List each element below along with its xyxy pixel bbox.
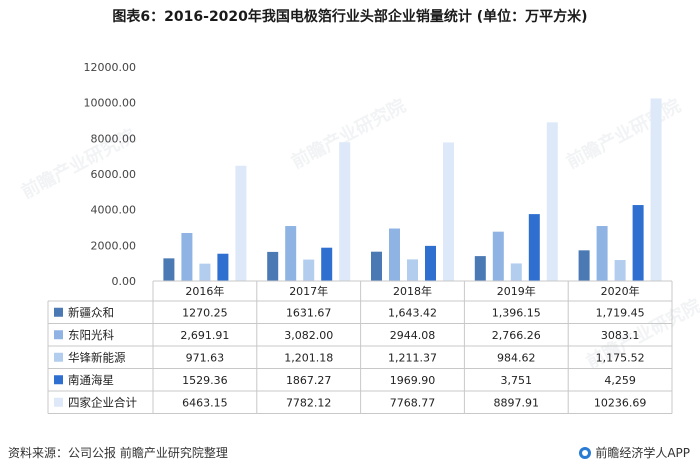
- data-label: 7782.12: [286, 396, 332, 409]
- data-label: 1867.27: [286, 374, 332, 387]
- data-label: 1,211.37: [388, 351, 437, 364]
- bar: [492, 231, 504, 281]
- bar: [578, 250, 590, 281]
- bar: [285, 226, 297, 281]
- bar: [321, 247, 333, 281]
- bar: [528, 214, 540, 281]
- bar: [632, 205, 644, 281]
- data-label: 8897.91: [494, 396, 540, 409]
- legend-swatch: [54, 352, 63, 362]
- legend-swatch: [54, 307, 63, 317]
- legend-swatch: [54, 397, 63, 407]
- bar: [371, 251, 382, 281]
- data-label: 1,175.52: [596, 351, 645, 364]
- data-label: 1,719.45: [596, 306, 645, 319]
- chart-title: 图表6：2016-2020年我国电极箔行业头部企业销量统计 (单位：万平方米): [112, 9, 588, 25]
- brand-credit: 前瞻经济学人APP: [579, 444, 690, 461]
- legend-swatch: [54, 330, 63, 340]
- y-tick-label: 0.00: [112, 275, 137, 288]
- legend-entry: 南通海星: [68, 373, 114, 387]
- data-label: 3083.1: [601, 329, 640, 342]
- y-tick-label: 4000.00: [91, 204, 137, 217]
- bar: [267, 251, 279, 281]
- legend-swatch: [54, 375, 63, 385]
- data-label: 1,396.15: [492, 306, 541, 319]
- category-label: 2020年: [601, 284, 640, 298]
- category-label: 2018年: [393, 284, 432, 298]
- data-label: 1529.36: [182, 374, 228, 387]
- data-label: 7768.77: [390, 396, 436, 409]
- bar: [443, 142, 454, 281]
- legend-entry: 新疆众和: [68, 305, 114, 319]
- source-note: 资料来源：公司公报 前瞻产业研究院整理: [8, 446, 228, 460]
- bar: [217, 253, 229, 281]
- bar: [596, 226, 608, 281]
- bar: [650, 98, 662, 281]
- y-tick-label: 2000.00: [91, 239, 137, 252]
- legend-entry: 四家企业合计: [68, 395, 137, 409]
- bar: [614, 260, 626, 281]
- y-tick-label: 10000.00: [84, 97, 137, 110]
- data-label: 4,259: [604, 374, 636, 387]
- data-label: 2,691.91: [180, 329, 229, 342]
- data-label: 1270.25: [182, 306, 228, 319]
- bar: [235, 165, 247, 281]
- data-label: 3,751: [501, 374, 533, 387]
- data-label: 10236.69: [594, 396, 647, 409]
- data-label: 984.62: [497, 351, 536, 364]
- bar: [199, 263, 211, 281]
- legend-entry: 华锋新能源: [68, 350, 126, 364]
- bar: [163, 258, 175, 281]
- category-label: 2019年: [497, 284, 536, 298]
- y-tick-label: 8000.00: [91, 132, 137, 145]
- y-tick-label: 6000.00: [91, 168, 137, 181]
- data-label: 1,201.18: [284, 351, 333, 364]
- data-label: 2,766.26: [492, 329, 541, 342]
- bar: [425, 245, 436, 281]
- y-tick-label: 12000.00: [84, 61, 137, 74]
- bar: [510, 263, 522, 281]
- brand-logo-icon: [579, 446, 592, 459]
- data-label: 3,082.00: [284, 329, 333, 342]
- chart: 0.00 2000.00 4000.00 6000.00 8000.00 10000.00…: [47, 61, 673, 414]
- data-label: 1969.90: [390, 374, 436, 387]
- bar: [339, 142, 351, 281]
- data-label: 1631.67: [286, 306, 332, 319]
- data-label: 6463.15: [182, 396, 228, 409]
- bar: [474, 256, 486, 281]
- data-label: 2944.08: [390, 329, 436, 342]
- bar: [389, 228, 400, 281]
- bar: [181, 232, 193, 281]
- category-label: 2016年: [185, 284, 224, 298]
- data-label: 1,643.42: [388, 306, 437, 319]
- brand-name: 前瞻经济学人APP: [595, 446, 690, 460]
- bar: [303, 259, 315, 281]
- bars: [163, 98, 662, 281]
- bar: [407, 259, 418, 281]
- category-label: 2017年: [289, 284, 328, 298]
- bar: [546, 122, 558, 281]
- legend-entry: 东阳光科: [68, 328, 114, 342]
- data-label: 971.63: [186, 351, 225, 364]
